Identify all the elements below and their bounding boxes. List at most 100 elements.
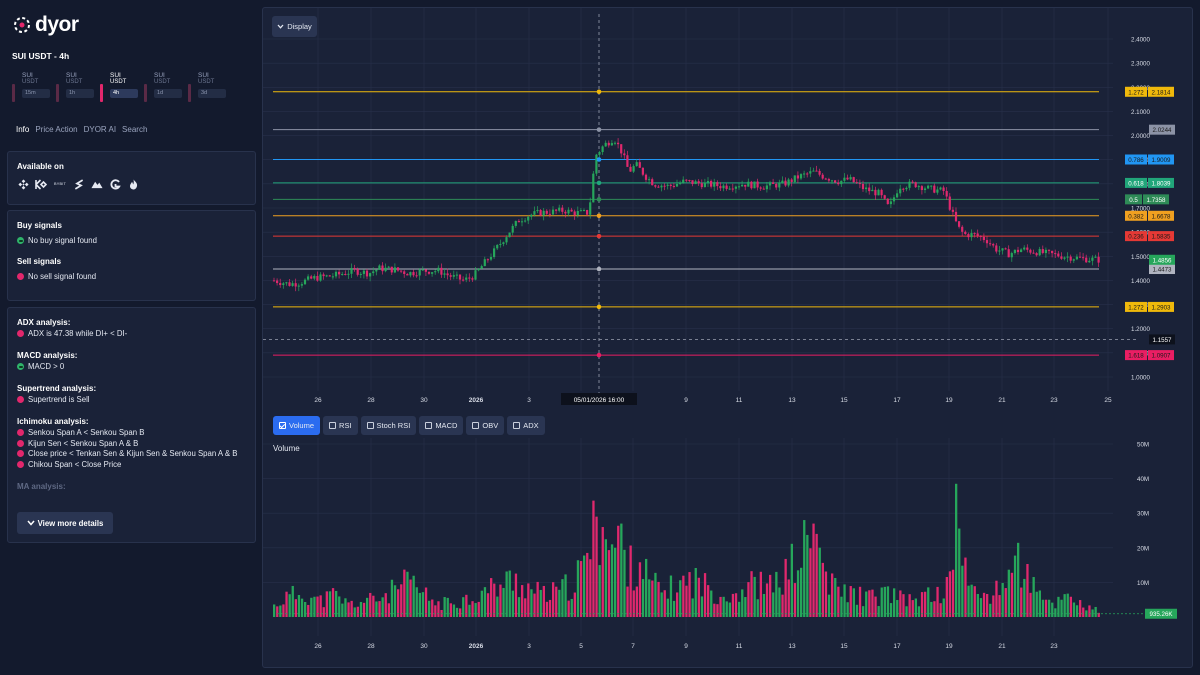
current-volume-badge xyxy=(1145,608,1177,619)
available-on-card: Available on BYBIT xyxy=(7,151,256,205)
candle-down xyxy=(945,190,948,197)
candle-up xyxy=(1023,247,1026,250)
candle-down xyxy=(427,271,431,274)
volume-bar-up xyxy=(366,597,369,617)
swap-icon[interactable] xyxy=(73,179,85,189)
volume-bar-down xyxy=(731,593,735,617)
volume-bar-up xyxy=(1060,599,1063,617)
volume-bar-down xyxy=(521,585,524,617)
timeframe-option-1h[interactable]: SUI USDT 1h xyxy=(56,72,94,102)
indicator-toggle-stoch-rsi[interactable]: Stoch RSI xyxy=(360,416,417,435)
fib-price-text: 1.8039 xyxy=(1152,180,1171,187)
display-button[interactable]: Display xyxy=(272,16,317,37)
volume-bar-down xyxy=(682,575,685,617)
candle-up xyxy=(1072,259,1075,261)
timeframe-option-1d[interactable]: SUI USDT 1d xyxy=(144,72,182,102)
candle-up xyxy=(1075,256,1078,260)
volume-bar-up xyxy=(976,593,979,617)
volume-bar-up xyxy=(669,575,673,617)
price-axis-label: 1.4000 xyxy=(1131,278,1150,285)
candle-down xyxy=(1078,256,1082,258)
time-axis-label: 25 xyxy=(1104,397,1112,404)
checkbox-icon xyxy=(279,422,286,429)
candle-down xyxy=(403,271,406,274)
ichimoku-line-text: Close price < Tenkan Sen & Kijun Sen & S… xyxy=(28,449,238,458)
volume-bar-down xyxy=(1010,572,1014,617)
timeframe-option-4h[interactable]: SUI USDT 4h xyxy=(100,72,138,102)
fib-ratio-text: 1.272 xyxy=(1128,304,1144,311)
timeframe-selector: SUI USDT 15m SUI USDT 1h SUI USDT 4h SUI USDT 1d SUI… xyxy=(12,72,226,102)
indicator-toggle-obv[interactable]: OBV xyxy=(466,416,505,435)
volume-bar-down xyxy=(362,602,366,617)
ichimoku-line: Chikou Span < Close Price xyxy=(17,460,246,469)
chart-canvas[interactable]: 2.40002.30002.20002.10002.00001.90001.80… xyxy=(263,8,1193,668)
volume-bar-up xyxy=(691,598,694,617)
candle-up xyxy=(604,142,607,147)
volume-bar-down xyxy=(471,601,474,617)
volume-bar-down xyxy=(982,592,986,617)
tab-info[interactable]: Info xyxy=(16,125,30,134)
candle-up xyxy=(418,269,421,276)
volume-bar-down xyxy=(384,593,387,617)
indicator-toggle-adx[interactable]: ADX xyxy=(507,416,545,435)
tab-search[interactable]: Search xyxy=(122,125,148,134)
volume-bar-down xyxy=(769,574,772,617)
volume-bar-down xyxy=(948,571,952,617)
candle-up xyxy=(582,210,586,212)
indicator-toggle-macd[interactable]: MACD xyxy=(419,416,464,435)
volume-bar-up xyxy=(654,572,657,617)
candle-up xyxy=(409,272,412,276)
candle-down xyxy=(294,283,297,287)
indicator-toggle-volume[interactable]: Volume xyxy=(273,416,321,435)
kucoin-icon[interactable] xyxy=(35,178,47,190)
gate-icon[interactable] xyxy=(109,178,121,189)
volume-time-axis-label: 13 xyxy=(788,643,796,650)
buy-signal-status: No buy signal found xyxy=(17,236,246,245)
candle-down xyxy=(1060,256,1063,259)
candle-up xyxy=(905,187,908,190)
timeframe-option-3d[interactable]: SUI USDT 3d xyxy=(188,72,226,102)
candle-down xyxy=(933,185,936,193)
mountain-icon[interactable] xyxy=(91,179,103,189)
bybit-icon[interactable]: BYBIT xyxy=(54,182,66,186)
indicator-toggle-rsi[interactable]: RSI xyxy=(323,416,358,435)
candle-up xyxy=(1091,257,1094,261)
flame-icon[interactable] xyxy=(127,179,139,189)
candle-up xyxy=(747,181,750,187)
indicator-label: Stoch RSI xyxy=(376,421,411,430)
candle-up xyxy=(598,152,601,155)
volume-bar-down xyxy=(325,591,328,617)
timeframe-label: 4h xyxy=(110,89,138,98)
volume-bar-up xyxy=(942,598,945,617)
brand-logo[interactable]: dyor xyxy=(12,14,79,35)
binance-icon[interactable] xyxy=(17,178,29,190)
candle-down xyxy=(716,182,719,187)
volume-bar-up xyxy=(614,547,617,617)
volume-bar-up xyxy=(862,606,865,617)
candle-up xyxy=(285,282,288,284)
candle-down xyxy=(1007,249,1010,258)
candle-down xyxy=(821,174,824,179)
volume-bar-down xyxy=(933,601,936,617)
tab-dyor-ai[interactable]: DYOR AI xyxy=(83,125,117,134)
volume-bar-down xyxy=(964,557,967,617)
candle-up xyxy=(434,271,437,273)
ichimoku-line: Close price < Tenkan Sen & Kijun Sen & S… xyxy=(17,449,246,458)
candle-down xyxy=(1097,256,1100,263)
volume-bar-down xyxy=(465,594,468,617)
time-axis-label: 17 xyxy=(893,397,901,404)
ma-analysis-title: MA analysis: xyxy=(17,481,66,491)
tab-price-action[interactable]: Price Action xyxy=(35,125,78,134)
view-more-details-button[interactable]: View more details xyxy=(17,512,113,534)
candle-up xyxy=(703,182,706,188)
candle-down xyxy=(629,166,632,172)
candle-up xyxy=(307,276,310,280)
candle-down xyxy=(961,226,964,232)
candle-up xyxy=(384,267,387,272)
candle-up xyxy=(319,274,322,281)
candle-up xyxy=(812,170,815,172)
volume-bar-up xyxy=(561,579,564,617)
timeframe-option-15m[interactable]: SUI USDT 15m xyxy=(12,72,50,102)
volume-bar-down xyxy=(676,592,679,617)
candle-up xyxy=(713,182,716,187)
